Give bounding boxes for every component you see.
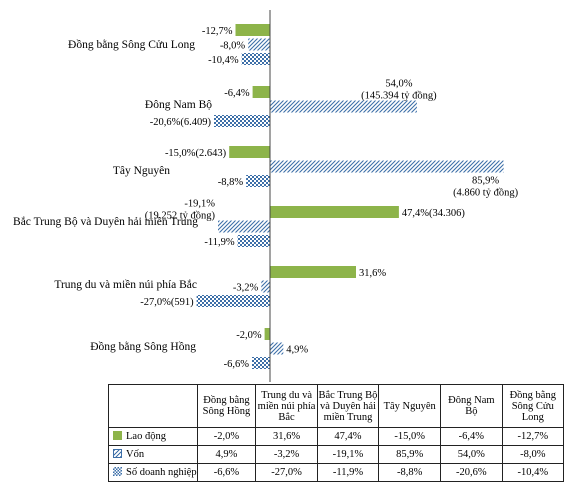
category-label: Tây Nguyên: [113, 165, 170, 177]
data-label: -8,0%: [220, 41, 246, 52]
data-table-header: Bắc Trung Bộ và Duyên hải miền Trung: [316, 384, 380, 428]
data-label: -2,0%: [236, 330, 262, 341]
data-table-cell: -6,6%: [196, 463, 257, 482]
data-label: 47,4%(34.306): [402, 208, 465, 219]
bar-số-doanh-nghiệp: [241, 53, 270, 65]
bar-vốn: [270, 160, 504, 173]
data-table-cell: 31,6%: [255, 427, 318, 446]
data-label: 4,9%: [286, 345, 308, 356]
data-table-cell: -6,4%: [440, 427, 503, 446]
bar-số-doanh-nghiệp: [214, 115, 270, 127]
data-label: -12,7%: [202, 26, 233, 37]
data-label: 85,9% (4.860 tỷ đồng): [453, 176, 519, 199]
data-table: Đồng bằng Sông Hồng Trung du và miền núi p…: [108, 384, 564, 482]
legend-key-icon: [113, 467, 122, 476]
data-label: -20,6%(6.409): [150, 117, 212, 128]
category-label: Trung du và miền núi phía Bắc: [54, 278, 197, 291]
data-table-series-name: Lao động: [126, 431, 166, 442]
data-table-row: Vốn 4,9% -3,2% -19,1% 85,9% 54,0% -8,0%: [108, 445, 564, 464]
bar-số-doanh-nghiệp: [237, 235, 270, 247]
data-table-header: Tây Nguyên: [378, 384, 442, 428]
data-table-cell: -12,7%: [501, 427, 564, 446]
data-table-header: Trung du và miền núi phía Bắc: [255, 384, 318, 428]
bar-số-doanh-nghiệp: [252, 357, 270, 369]
bar-số-doanh-nghiệp: [246, 175, 270, 187]
data-table-series-name: Vốn: [126, 449, 145, 460]
data-label: -11,9%: [204, 237, 234, 248]
data-table-cell: 54,0%: [440, 445, 503, 464]
category-label: Đồng bằng Sông Hồng: [90, 340, 196, 353]
bar-số-doanh-nghiệp: [196, 295, 270, 307]
data-table-row-label: Số doanh nghiệp: [108, 463, 198, 482]
data-table-header: Đông Nam Bộ: [440, 384, 503, 428]
bar-lao-động: [270, 266, 356, 278]
data-table-header-row: Đồng bằng Sông Hồng Trung du và miền núi p…: [108, 384, 564, 428]
data-table-row-label: Vốn: [108, 445, 198, 464]
data-table-corner: [108, 384, 198, 428]
data-table-row-label: Lao động: [108, 427, 198, 446]
data-label: -3,2%: [233, 283, 259, 294]
bar-vốn: [248, 38, 270, 51]
bar-vốn: [270, 100, 417, 113]
data-table-row: Số doanh nghiệp -6,6% -27,0% -11,9% -8,8% -20…: [108, 463, 564, 482]
data-table-series-name: Số doanh nghiệp: [126, 467, 197, 478]
bar-lao-động: [229, 146, 270, 158]
data-table-cell: -10,4%: [501, 463, 564, 482]
data-table-cell: -27,0%: [255, 463, 318, 482]
bar-chart: Đồng bằng Sông Cửu Long Đông Nam Bộ Tây Ng…: [13, 10, 519, 382]
data-table-header: Đồng bằng Sông Hồng: [196, 384, 257, 428]
data-table-row: Lao động -2,0% 31,6% 47,4% -15,0% -6,4% -12,7%: [108, 427, 564, 446]
data-table-cell: -15,0%: [378, 427, 442, 446]
data-table-cell: -19,1%: [316, 445, 380, 464]
data-table-cell: -3,2%: [255, 445, 318, 464]
data-table-cell: -8,8%: [378, 463, 442, 482]
data-label: -15,0%(2.643): [165, 148, 227, 159]
legend-key-icon: [113, 449, 122, 458]
data-label: -6,4%: [224, 88, 250, 99]
data-label: -10,4%: [208, 55, 239, 66]
data-table-cell: 47,4%: [316, 427, 380, 446]
bar-lao-động: [235, 24, 270, 36]
data-table-cell: -2,0%: [196, 427, 257, 446]
data-table-header: Đồng bằng Sông Cửu Long: [501, 384, 564, 428]
data-table-cell: 85,9%: [378, 445, 442, 464]
category-label: Đông Nam Bộ: [145, 99, 212, 111]
data-label: -6,6%: [224, 359, 250, 370]
bar-vốn: [270, 342, 284, 355]
bar-vốn: [261, 280, 270, 293]
bar-vốn: [218, 220, 270, 233]
data-table-cell: -20,6%: [440, 463, 503, 482]
bar-lao-động: [270, 206, 399, 218]
legend-key-icon: [113, 431, 122, 440]
data-label: 54,0% (145.394 tỷ đồng): [361, 79, 437, 102]
data-label: 31,6%: [359, 268, 386, 279]
data-label: -19,1% (19.252 tỷ đồng): [145, 199, 216, 222]
data-label: -27,0%(591): [140, 297, 194, 308]
bar-lao-động: [252, 86, 270, 98]
data-table-cell: -8,0%: [501, 445, 564, 464]
category-label: Bắc Trung Bộ và Duyên hải miền Trung: [13, 215, 198, 228]
data-table-cell: 4,9%: [196, 445, 257, 464]
category-label: Đồng bằng Sông Cửu Long: [68, 38, 195, 51]
data-table-cell: -11,9%: [316, 463, 380, 482]
bar-lao-động: [264, 328, 270, 340]
data-label: -8,8%: [218, 177, 244, 188]
